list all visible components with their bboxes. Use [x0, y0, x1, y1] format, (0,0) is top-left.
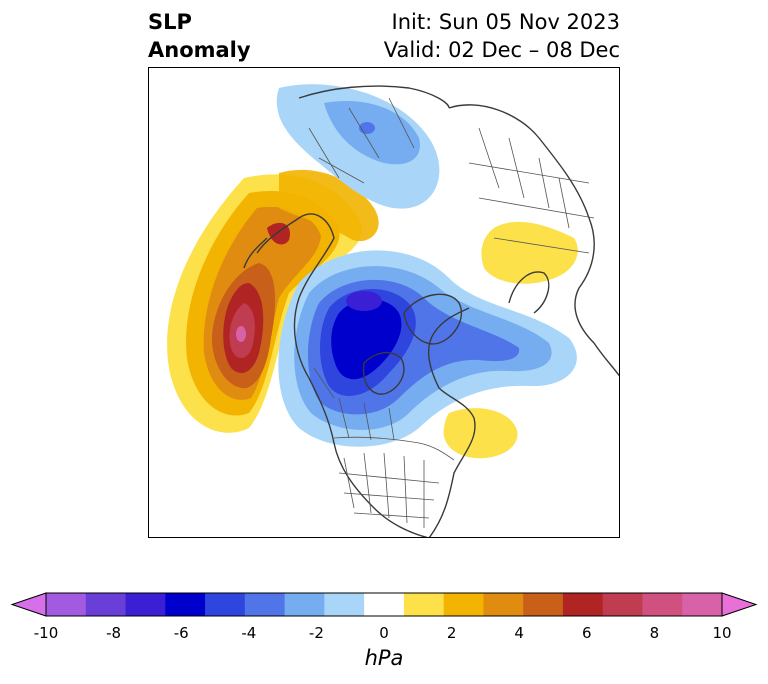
colorbar-tick-label: 4 — [514, 624, 524, 642]
map-panel — [148, 67, 620, 538]
colorbar-tick-label: -10 — [33, 624, 59, 642]
colorbar-unit-label: hPa — [364, 646, 404, 670]
canada-low-anomaly — [278, 250, 577, 447]
coastline-asia-north — [298, 85, 450, 109]
coastline-hudson-bay — [362, 351, 405, 395]
title-line-1: SLP — [148, 10, 192, 34]
colorbar-tick-label: -8 — [106, 624, 122, 642]
colorbar — [10, 592, 758, 617]
anomaly-map — [167, 84, 619, 537]
border-usa-states-2 — [338, 472, 440, 519]
colorbar-extend-max — [721, 592, 758, 617]
colorbar-extend-min — [10, 592, 47, 617]
border-eurasia-1 — [478, 127, 570, 229]
colorbar-cell — [364, 593, 405, 616]
contour-neg-6 — [346, 291, 382, 311]
coastline-eurasia — [448, 104, 619, 377]
border-canada-provinces — [313, 367, 395, 441]
colorbar-cell — [324, 593, 365, 616]
colorbar-cell — [205, 593, 246, 616]
atlantic-high-anomaly — [443, 408, 518, 459]
init-date: Init: Sun 05 Nov 2023 — [391, 10, 620, 34]
coastline-greenland — [403, 293, 463, 345]
forecast-dates: Init: Sun 05 Nov 2023 Valid: 02 Dec – 08… — [384, 8, 620, 64]
colorbar-cell — [125, 593, 166, 616]
map-title: SLP Anomaly — [148, 8, 251, 64]
colorbar-cell — [562, 593, 604, 616]
colorbar-tick-label: -2 — [308, 624, 324, 642]
colorbar-tick-label: -6 — [173, 624, 189, 642]
colorbar-tick-label: 6 — [582, 624, 592, 642]
colorbar-cell — [483, 593, 524, 616]
border-russia-east — [308, 97, 415, 184]
europe-high-anomaly — [481, 221, 578, 284]
border-usa-states-1 — [343, 452, 425, 528]
colorbar-cells — [46, 593, 723, 616]
colorbar-tick-label: 8 — [649, 624, 660, 642]
contour-pos-atl — [443, 408, 518, 459]
colorbar-cell — [46, 593, 87, 616]
colorbar-cell — [642, 593, 683, 616]
colorbar-tick-label: 10 — [712, 624, 732, 642]
border-eurasia-2 — [468, 162, 595, 254]
colorbar-cell — [682, 593, 723, 616]
colorbar-tick-label: 0 — [379, 624, 389, 642]
coastline-scandinavia — [508, 271, 550, 314]
colorbar-cell — [244, 593, 286, 616]
colorbar-tick-label: 2 — [446, 624, 457, 642]
contour-pos-eu — [481, 221, 578, 284]
colorbar-cell — [85, 593, 127, 616]
border-usa-canada — [333, 436, 455, 461]
colorbar-cell — [403, 593, 445, 616]
coastline-alaska — [243, 237, 268, 269]
title-line-2: Anomaly — [148, 38, 251, 62]
country-borders — [308, 97, 595, 528]
north-pacific-high-anomaly — [167, 169, 379, 433]
colorbar-outline — [45, 592, 723, 617]
colorbar-cell — [602, 593, 643, 616]
colorbar-tick-label: -4 — [241, 624, 257, 642]
valid-date-range: Valid: 02 Dec – 08 Dec — [383, 38, 620, 62]
colorbar-cell — [165, 593, 206, 616]
colorbar-cell — [443, 593, 484, 616]
contour-pos-7 — [236, 326, 246, 342]
colorbar-cell — [523, 593, 564, 616]
contour-neg-5 — [331, 299, 402, 380]
coastline-north-america-east — [427, 307, 476, 537]
colorbar-cell — [284, 593, 325, 616]
